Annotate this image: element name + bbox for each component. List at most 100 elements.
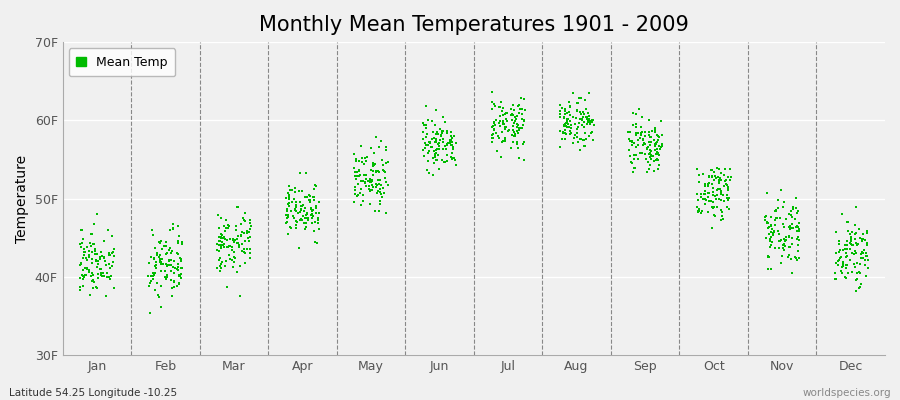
Point: [859, 250, 873, 256]
Point: [554, 108, 568, 114]
Point: [489, 130, 503, 136]
Point: [363, 187, 377, 194]
Point: [500, 118, 514, 124]
Point: [487, 126, 501, 133]
Point: [346, 164, 361, 171]
Point: [347, 187, 362, 193]
Point: [418, 134, 433, 141]
Point: [642, 150, 656, 157]
Point: [212, 234, 226, 240]
Point: [279, 219, 293, 226]
Point: [88, 251, 103, 258]
Point: [843, 236, 858, 243]
Point: [700, 190, 715, 196]
Point: [220, 284, 235, 290]
Point: [221, 243, 236, 249]
Point: [357, 179, 372, 186]
Point: [829, 249, 843, 256]
Point: [369, 134, 383, 140]
Point: [445, 155, 459, 161]
Point: [158, 274, 172, 280]
Point: [359, 172, 374, 178]
Point: [288, 198, 302, 205]
Point: [368, 208, 382, 214]
Point: [162, 262, 176, 268]
Point: [80, 257, 94, 263]
Point: [95, 269, 110, 276]
Point: [154, 261, 168, 267]
Point: [572, 109, 587, 116]
Point: [558, 130, 572, 136]
Point: [777, 224, 791, 230]
Point: [860, 230, 874, 236]
Point: [507, 120, 521, 126]
Point: [784, 212, 798, 218]
Point: [281, 231, 295, 237]
Point: [623, 152, 637, 159]
Point: [308, 219, 322, 225]
Point: [147, 255, 161, 261]
Point: [287, 215, 302, 221]
Point: [852, 226, 867, 233]
Point: [435, 128, 449, 134]
Point: [369, 168, 383, 175]
Point: [172, 273, 186, 279]
Point: [492, 104, 507, 110]
Point: [426, 154, 440, 161]
Point: [76, 255, 90, 262]
Point: [349, 173, 364, 180]
Point: [425, 143, 439, 150]
Point: [852, 270, 867, 277]
Point: [221, 222, 236, 228]
Point: [375, 157, 390, 164]
Point: [101, 227, 115, 233]
Point: [95, 270, 110, 277]
Point: [763, 244, 778, 250]
Point: [292, 188, 306, 194]
Point: [216, 242, 230, 248]
Point: [716, 192, 730, 198]
Point: [421, 142, 436, 148]
Point: [356, 178, 371, 184]
Point: [764, 229, 778, 236]
Point: [707, 204, 722, 210]
Point: [237, 230, 251, 236]
Point: [310, 240, 324, 246]
Point: [305, 208, 320, 214]
Point: [174, 256, 188, 262]
Point: [423, 139, 437, 145]
Point: [576, 137, 590, 144]
Point: [652, 137, 666, 143]
Point: [650, 149, 664, 155]
Point: [709, 187, 724, 193]
Point: [238, 250, 252, 256]
Point: [711, 186, 725, 193]
Point: [570, 107, 584, 114]
Point: [379, 147, 393, 154]
Point: [171, 222, 185, 229]
Point: [782, 224, 796, 230]
Point: [717, 172, 732, 179]
Point: [279, 212, 293, 219]
Point: [436, 136, 450, 142]
Point: [696, 196, 710, 202]
Point: [515, 110, 529, 117]
Point: [556, 114, 571, 121]
Point: [714, 188, 728, 194]
Point: [578, 97, 592, 104]
Point: [712, 166, 726, 172]
Point: [242, 246, 256, 252]
Point: [559, 120, 573, 126]
Point: [860, 253, 874, 259]
Point: [846, 250, 860, 257]
Point: [83, 291, 97, 298]
Point: [164, 268, 178, 274]
Point: [640, 169, 654, 176]
Point: [230, 236, 245, 242]
Point: [221, 252, 236, 258]
Point: [449, 162, 464, 168]
Point: [297, 208, 311, 215]
Point: [581, 116, 596, 122]
Point: [642, 166, 656, 173]
Point: [652, 152, 666, 158]
